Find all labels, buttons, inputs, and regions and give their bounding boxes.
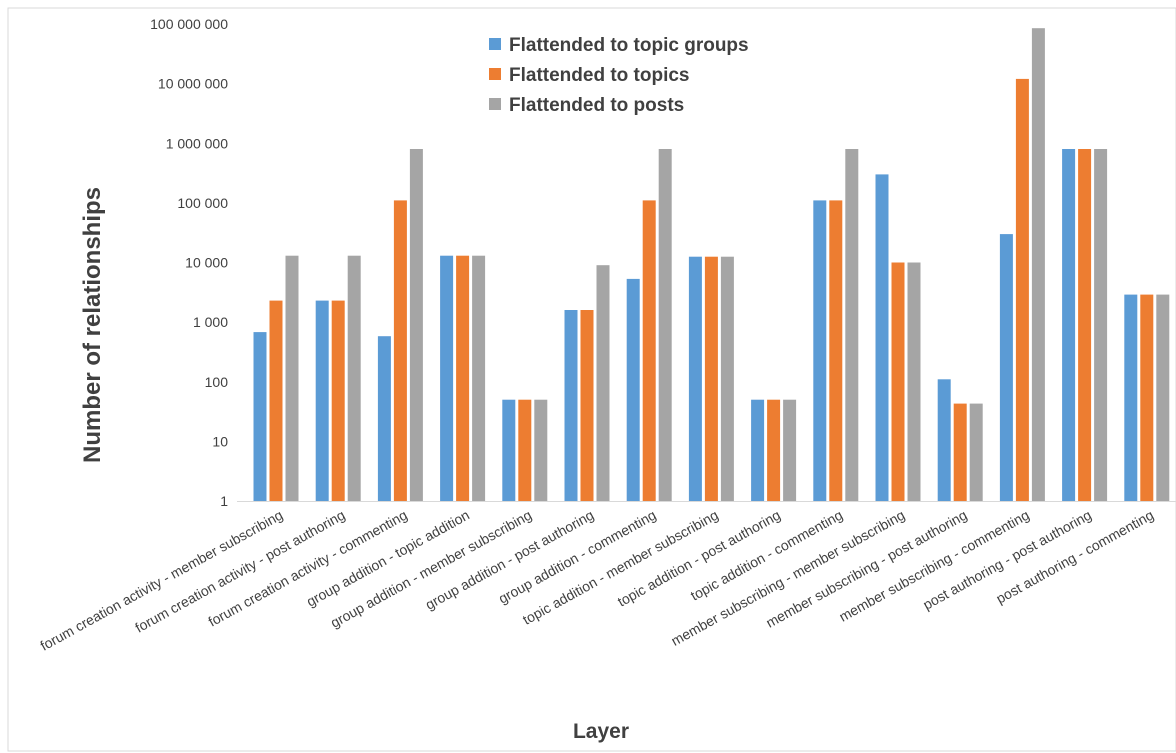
bars — [253, 28, 1170, 502]
y-tick-label: 10 000 — [185, 255, 228, 271]
legend: Flattended to topic groups Flattended to … — [472, 28, 812, 120]
bar — [953, 403, 967, 501]
bar — [1124, 294, 1138, 501]
legend-swatch — [489, 68, 501, 80]
bar — [813, 200, 827, 501]
bar — [580, 310, 594, 501]
bar — [1156, 294, 1170, 501]
bar — [1031, 28, 1045, 501]
bar — [1140, 294, 1154, 501]
bar — [331, 300, 345, 501]
bar — [875, 174, 889, 501]
bar — [456, 255, 470, 501]
bar — [285, 255, 299, 501]
y-tick-label: 1 — [220, 493, 228, 509]
x-axis-title: Layer — [573, 720, 629, 743]
y-tick-label: 100 000 — [177, 195, 228, 211]
legend-swatch — [489, 98, 501, 110]
y-tick-label: 100 000 000 — [150, 16, 228, 32]
bar — [783, 399, 797, 501]
y-tick-label: 100 — [205, 374, 229, 390]
y-tick-label: 1 000 — [193, 314, 228, 330]
y-tick-label: 1 000 000 — [166, 135, 228, 151]
bar — [1015, 78, 1029, 502]
bar — [751, 399, 765, 501]
y-axis-ticks: 1 10 100 1 000 10 000 100 000 1 000 000 10 000 … — [150, 16, 228, 509]
bar — [518, 399, 532, 501]
y-axis-title: Number of relationships — [79, 187, 106, 463]
bar — [767, 399, 781, 501]
legend-swatch — [489, 38, 501, 50]
bar — [720, 256, 734, 501]
y-tick-label: 10 — [212, 433, 228, 449]
bar — [534, 399, 548, 501]
bar — [253, 332, 267, 501]
bar — [472, 255, 486, 501]
bar — [907, 262, 921, 501]
legend-label: Flattended to topic groups — [509, 35, 749, 56]
bar — [1094, 149, 1108, 501]
legend-background — [472, 28, 812, 120]
bar — [891, 262, 905, 501]
bar — [596, 265, 610, 501]
bar — [315, 300, 329, 501]
bar — [999, 234, 1013, 501]
bar — [642, 200, 656, 501]
bar — [1062, 149, 1076, 501]
legend-label: Flattended to posts — [509, 95, 684, 116]
bar — [969, 403, 983, 501]
bar — [704, 256, 718, 501]
bar — [269, 300, 283, 501]
bar — [440, 255, 454, 501]
bar — [829, 200, 843, 501]
bar — [393, 200, 407, 501]
bar — [502, 399, 516, 501]
bar — [658, 149, 672, 501]
bar — [1078, 149, 1092, 501]
legend-label: Flattended to topics — [509, 65, 690, 86]
y-tick-label: 10 000 000 — [158, 76, 228, 92]
bar — [409, 149, 423, 501]
bar — [937, 379, 951, 501]
bar — [377, 336, 391, 501]
bar — [845, 149, 859, 501]
bar — [688, 256, 702, 501]
bar — [564, 310, 578, 501]
bar — [626, 278, 640, 501]
bar — [347, 255, 361, 501]
